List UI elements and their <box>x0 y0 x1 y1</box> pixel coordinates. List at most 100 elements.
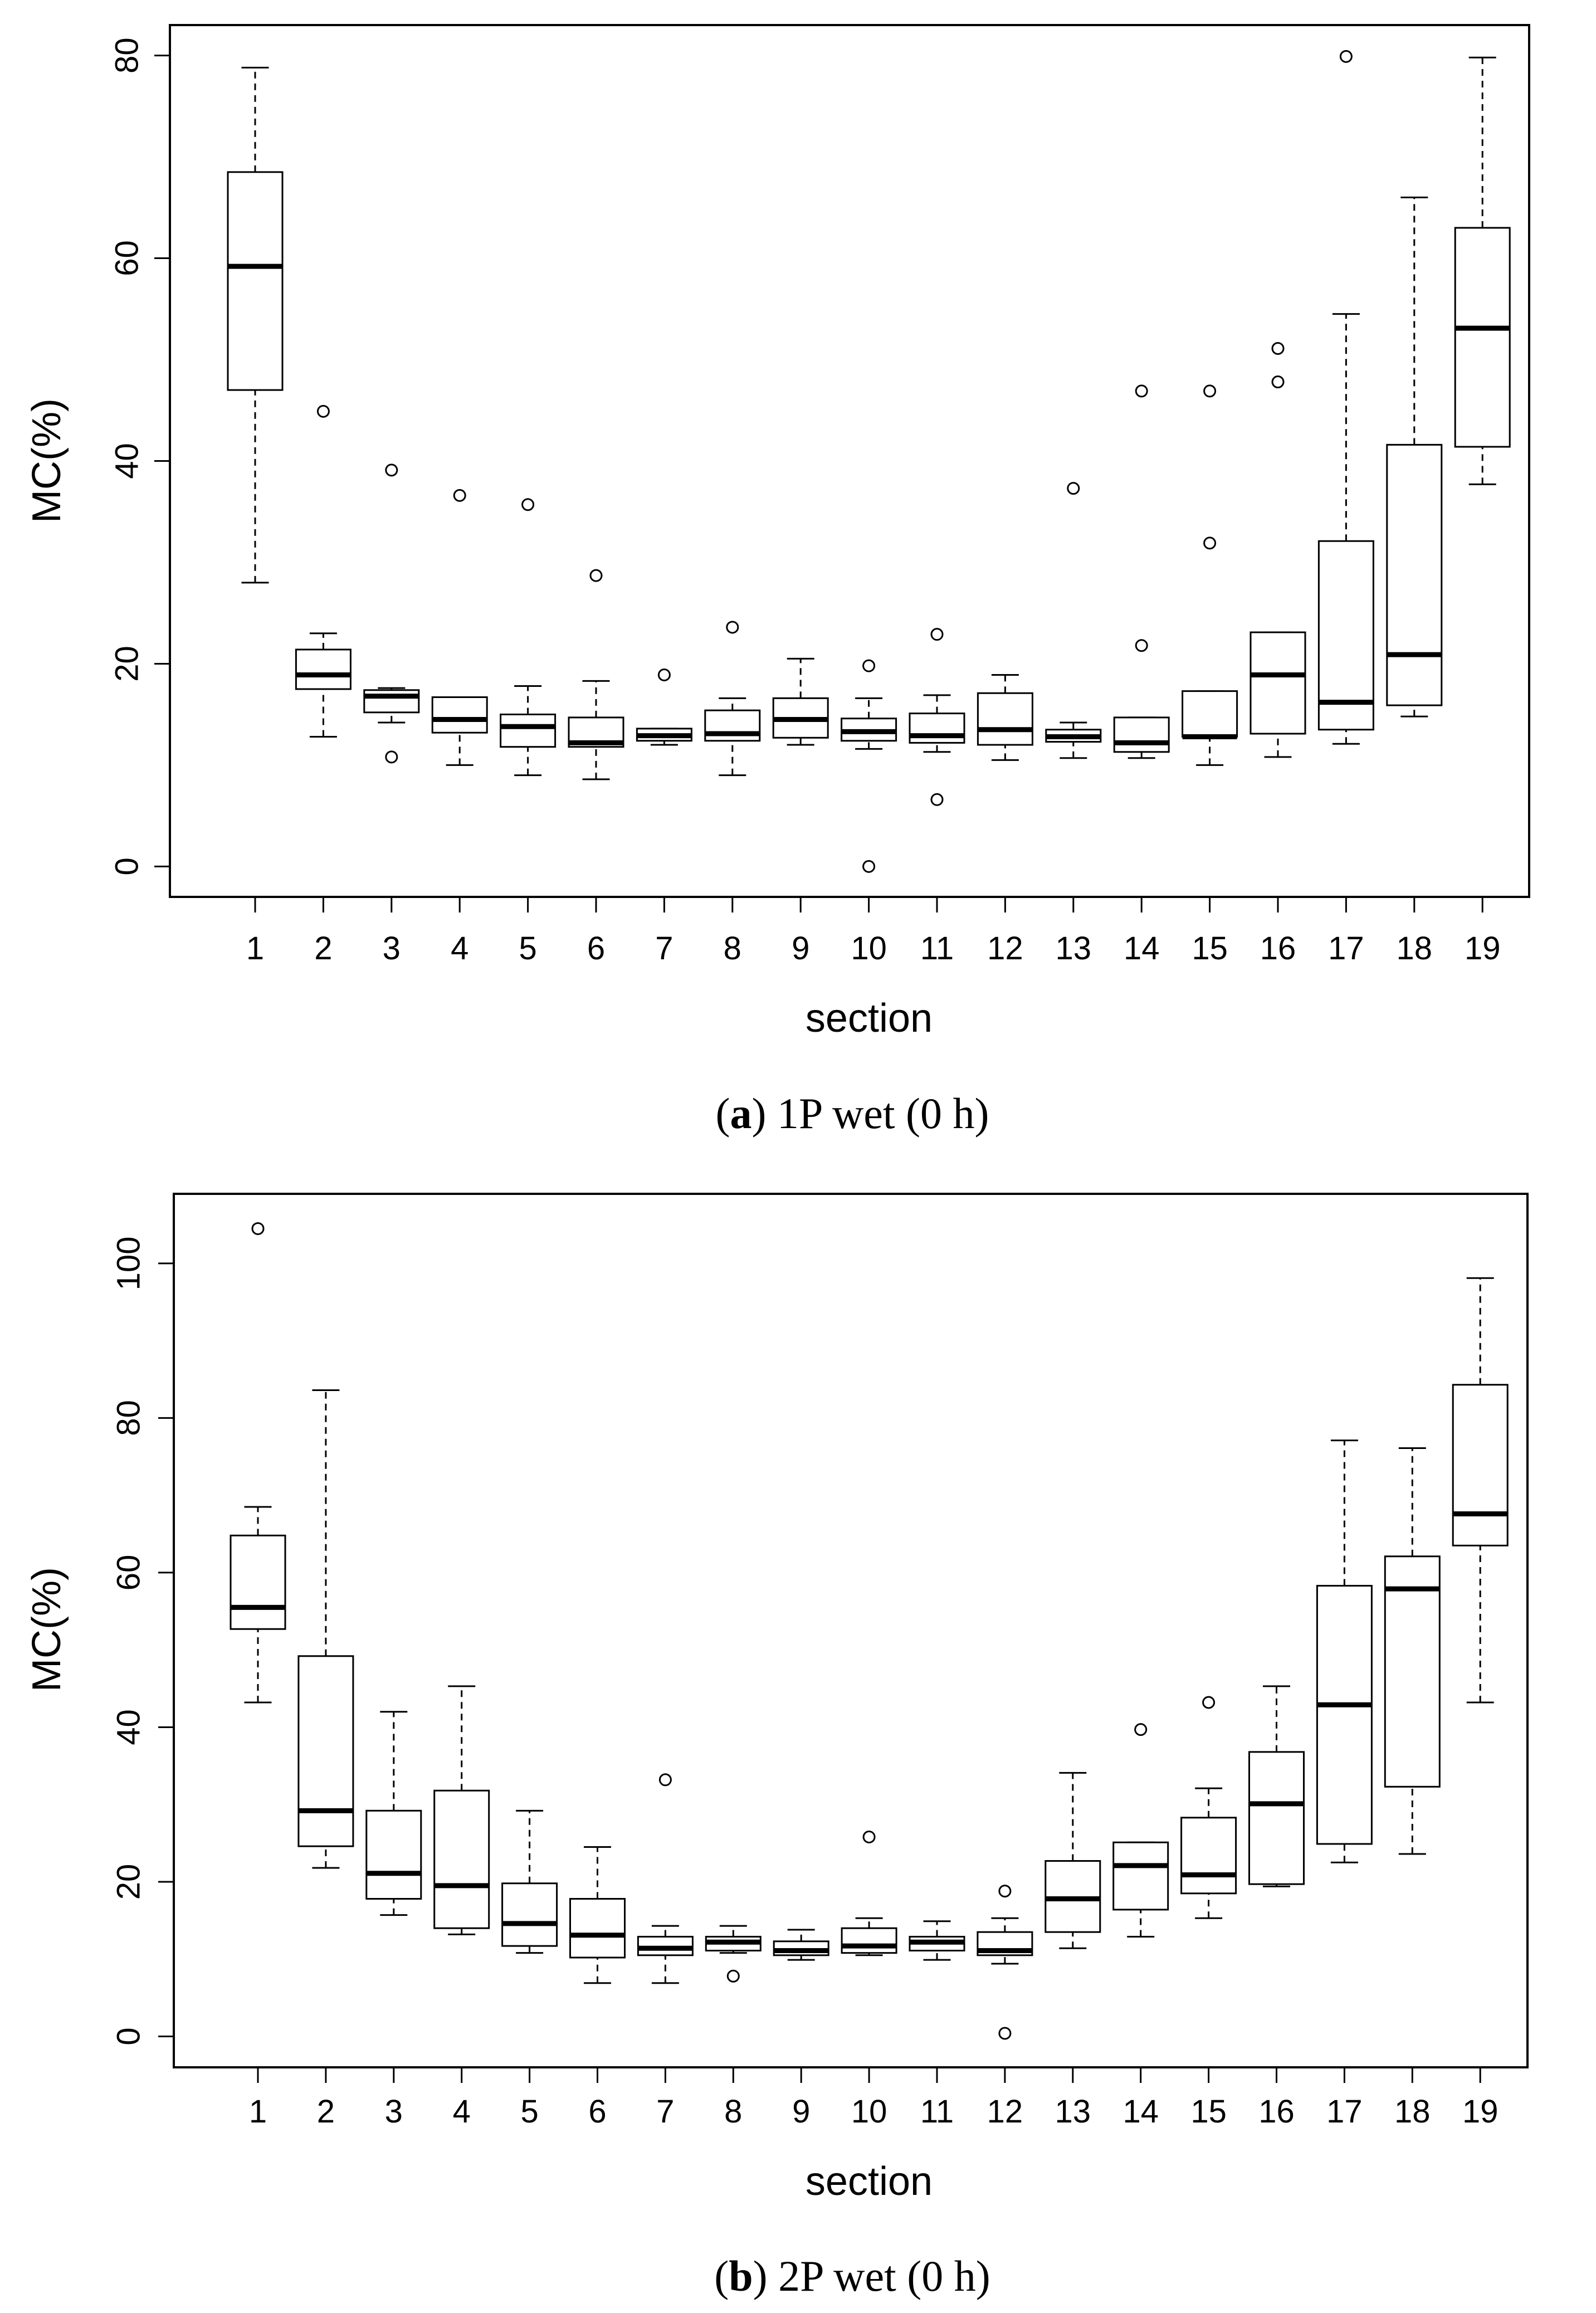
iqr-box <box>1180 1817 1237 1895</box>
x-tick-label-b: 4 <box>453 2094 471 2130</box>
outlier-point <box>1135 384 1148 398</box>
outlier-point <box>385 750 398 764</box>
x-tick-label-b: 12 <box>987 2094 1023 2130</box>
outlier-point <box>930 793 944 806</box>
x-tick-label-a: 2 <box>314 930 332 967</box>
outlier-point <box>726 621 739 634</box>
box-16-b <box>1248 1685 1305 1887</box>
y-tick-label-b: 0 <box>110 2027 147 2045</box>
outlier-point <box>862 659 876 672</box>
y-tick-label-b: 100 <box>110 1236 147 1290</box>
box-14-b <box>1112 1723 1169 1938</box>
x-tick-label-a: 1 <box>246 930 264 967</box>
box-4-b <box>433 1685 490 1935</box>
plot-frame-a <box>169 24 1530 898</box>
iqr-box <box>1113 716 1170 753</box>
box-13-b <box>1045 1772 1101 1949</box>
y-tick-label-a: 80 <box>109 37 145 74</box>
outlier-point <box>862 1830 876 1843</box>
iqr-box <box>1250 631 1306 735</box>
x-tick-label-a: 11 <box>920 930 954 967</box>
x-tick-label-b: 6 <box>588 2094 606 2130</box>
iqr-box <box>433 1789 490 1929</box>
box-11-b <box>909 1920 965 1961</box>
x-tick-label-b: 10 <box>851 2094 887 2130</box>
x-tick-label-a: 6 <box>587 930 605 967</box>
iqr-box <box>363 689 420 714</box>
x-tick-label-b: 2 <box>317 2094 335 2130</box>
iqr-box <box>295 648 352 690</box>
iqr-box <box>1316 1585 1373 1845</box>
caption-letter-a: a <box>730 1089 751 1138</box>
x-tick-label-b: 18 <box>1394 2094 1431 2130</box>
outlier-point <box>521 498 535 511</box>
x-tick-label-a: 12 <box>987 930 1023 967</box>
y-tick-label-a: 40 <box>109 443 145 479</box>
outlier-point <box>385 463 398 477</box>
x-tick-label-a: 10 <box>851 930 887 967</box>
box-10-a <box>841 659 897 873</box>
outlier-point <box>1202 1696 1216 1709</box>
x-tick-label-b: 8 <box>724 2094 742 2130</box>
outlier-point <box>1135 639 1148 652</box>
iqr-box <box>500 713 557 748</box>
iqr-box <box>227 171 284 391</box>
box-6-a <box>568 569 624 780</box>
box-12-b <box>977 1885 1033 2040</box>
caption-text-b: 2P wet (0 h) <box>778 2252 990 2300</box>
outlier-point <box>1203 384 1217 398</box>
outlier-point <box>316 404 330 418</box>
x-tick-label-a: 7 <box>655 930 673 967</box>
caption-letter-b: b <box>729 2252 753 2300</box>
x-tick-label-a: 17 <box>1328 930 1364 967</box>
x-tick-label-b: 14 <box>1122 2094 1159 2130</box>
x-tick-label-a: 18 <box>1397 930 1433 967</box>
x-tick-label-b: 16 <box>1258 2094 1295 2130</box>
box-11-a <box>909 628 965 806</box>
x-tick-label-a: 14 <box>1124 930 1160 967</box>
outlier-point <box>589 569 603 582</box>
y-tick-label-b: 60 <box>110 1555 147 1591</box>
iqr-box <box>501 1882 558 1947</box>
iqr-box <box>1452 1384 1509 1546</box>
x-tick-label-a: 5 <box>519 930 536 967</box>
box-8-a <box>704 621 761 777</box>
box-15-a <box>1182 384 1238 766</box>
outlier-point <box>1067 482 1080 495</box>
box-16-a <box>1250 342 1306 758</box>
box-5-b <box>501 1809 558 1954</box>
box-5-a <box>500 498 557 777</box>
x-tick-label-a: 16 <box>1260 930 1296 967</box>
iqr-box <box>909 713 965 744</box>
box-7-a <box>636 668 692 746</box>
outlier-point <box>862 860 876 873</box>
box-17-a <box>1317 50 1374 745</box>
x-tick-label-b: 3 <box>385 2094 403 2130</box>
outlier-point <box>998 2027 1012 2040</box>
box-2-b <box>297 1389 354 1869</box>
iqr-box <box>431 696 488 734</box>
box-3-b <box>365 1711 422 1916</box>
x-tick-label-b: 19 <box>1462 2094 1499 2130</box>
box-9-a <box>772 657 829 746</box>
caption-b: (b) 2P wet (0 h) <box>714 2252 990 2300</box>
x-axis-label-b: section <box>806 2159 933 2204</box>
outlier-point <box>1271 375 1285 389</box>
iqr-box <box>704 709 761 742</box>
x-tick-label-a: 4 <box>451 930 468 967</box>
x-tick-label-b: 17 <box>1326 2094 1363 2130</box>
box-7-b <box>637 1773 694 1984</box>
iqr-box <box>977 692 1033 746</box>
y-tick-label-b: 20 <box>110 1864 147 1900</box>
outlier-point <box>251 1222 265 1235</box>
y-tick-label-a: 0 <box>109 857 145 875</box>
box-18-b <box>1384 1447 1441 1855</box>
box-18-a <box>1386 196 1443 718</box>
outlier-point <box>930 628 944 641</box>
box-19-a <box>1454 56 1511 485</box>
outlier-point <box>1271 342 1285 355</box>
box-17-b <box>1316 1439 1373 1863</box>
iqr-box <box>569 1898 626 1959</box>
